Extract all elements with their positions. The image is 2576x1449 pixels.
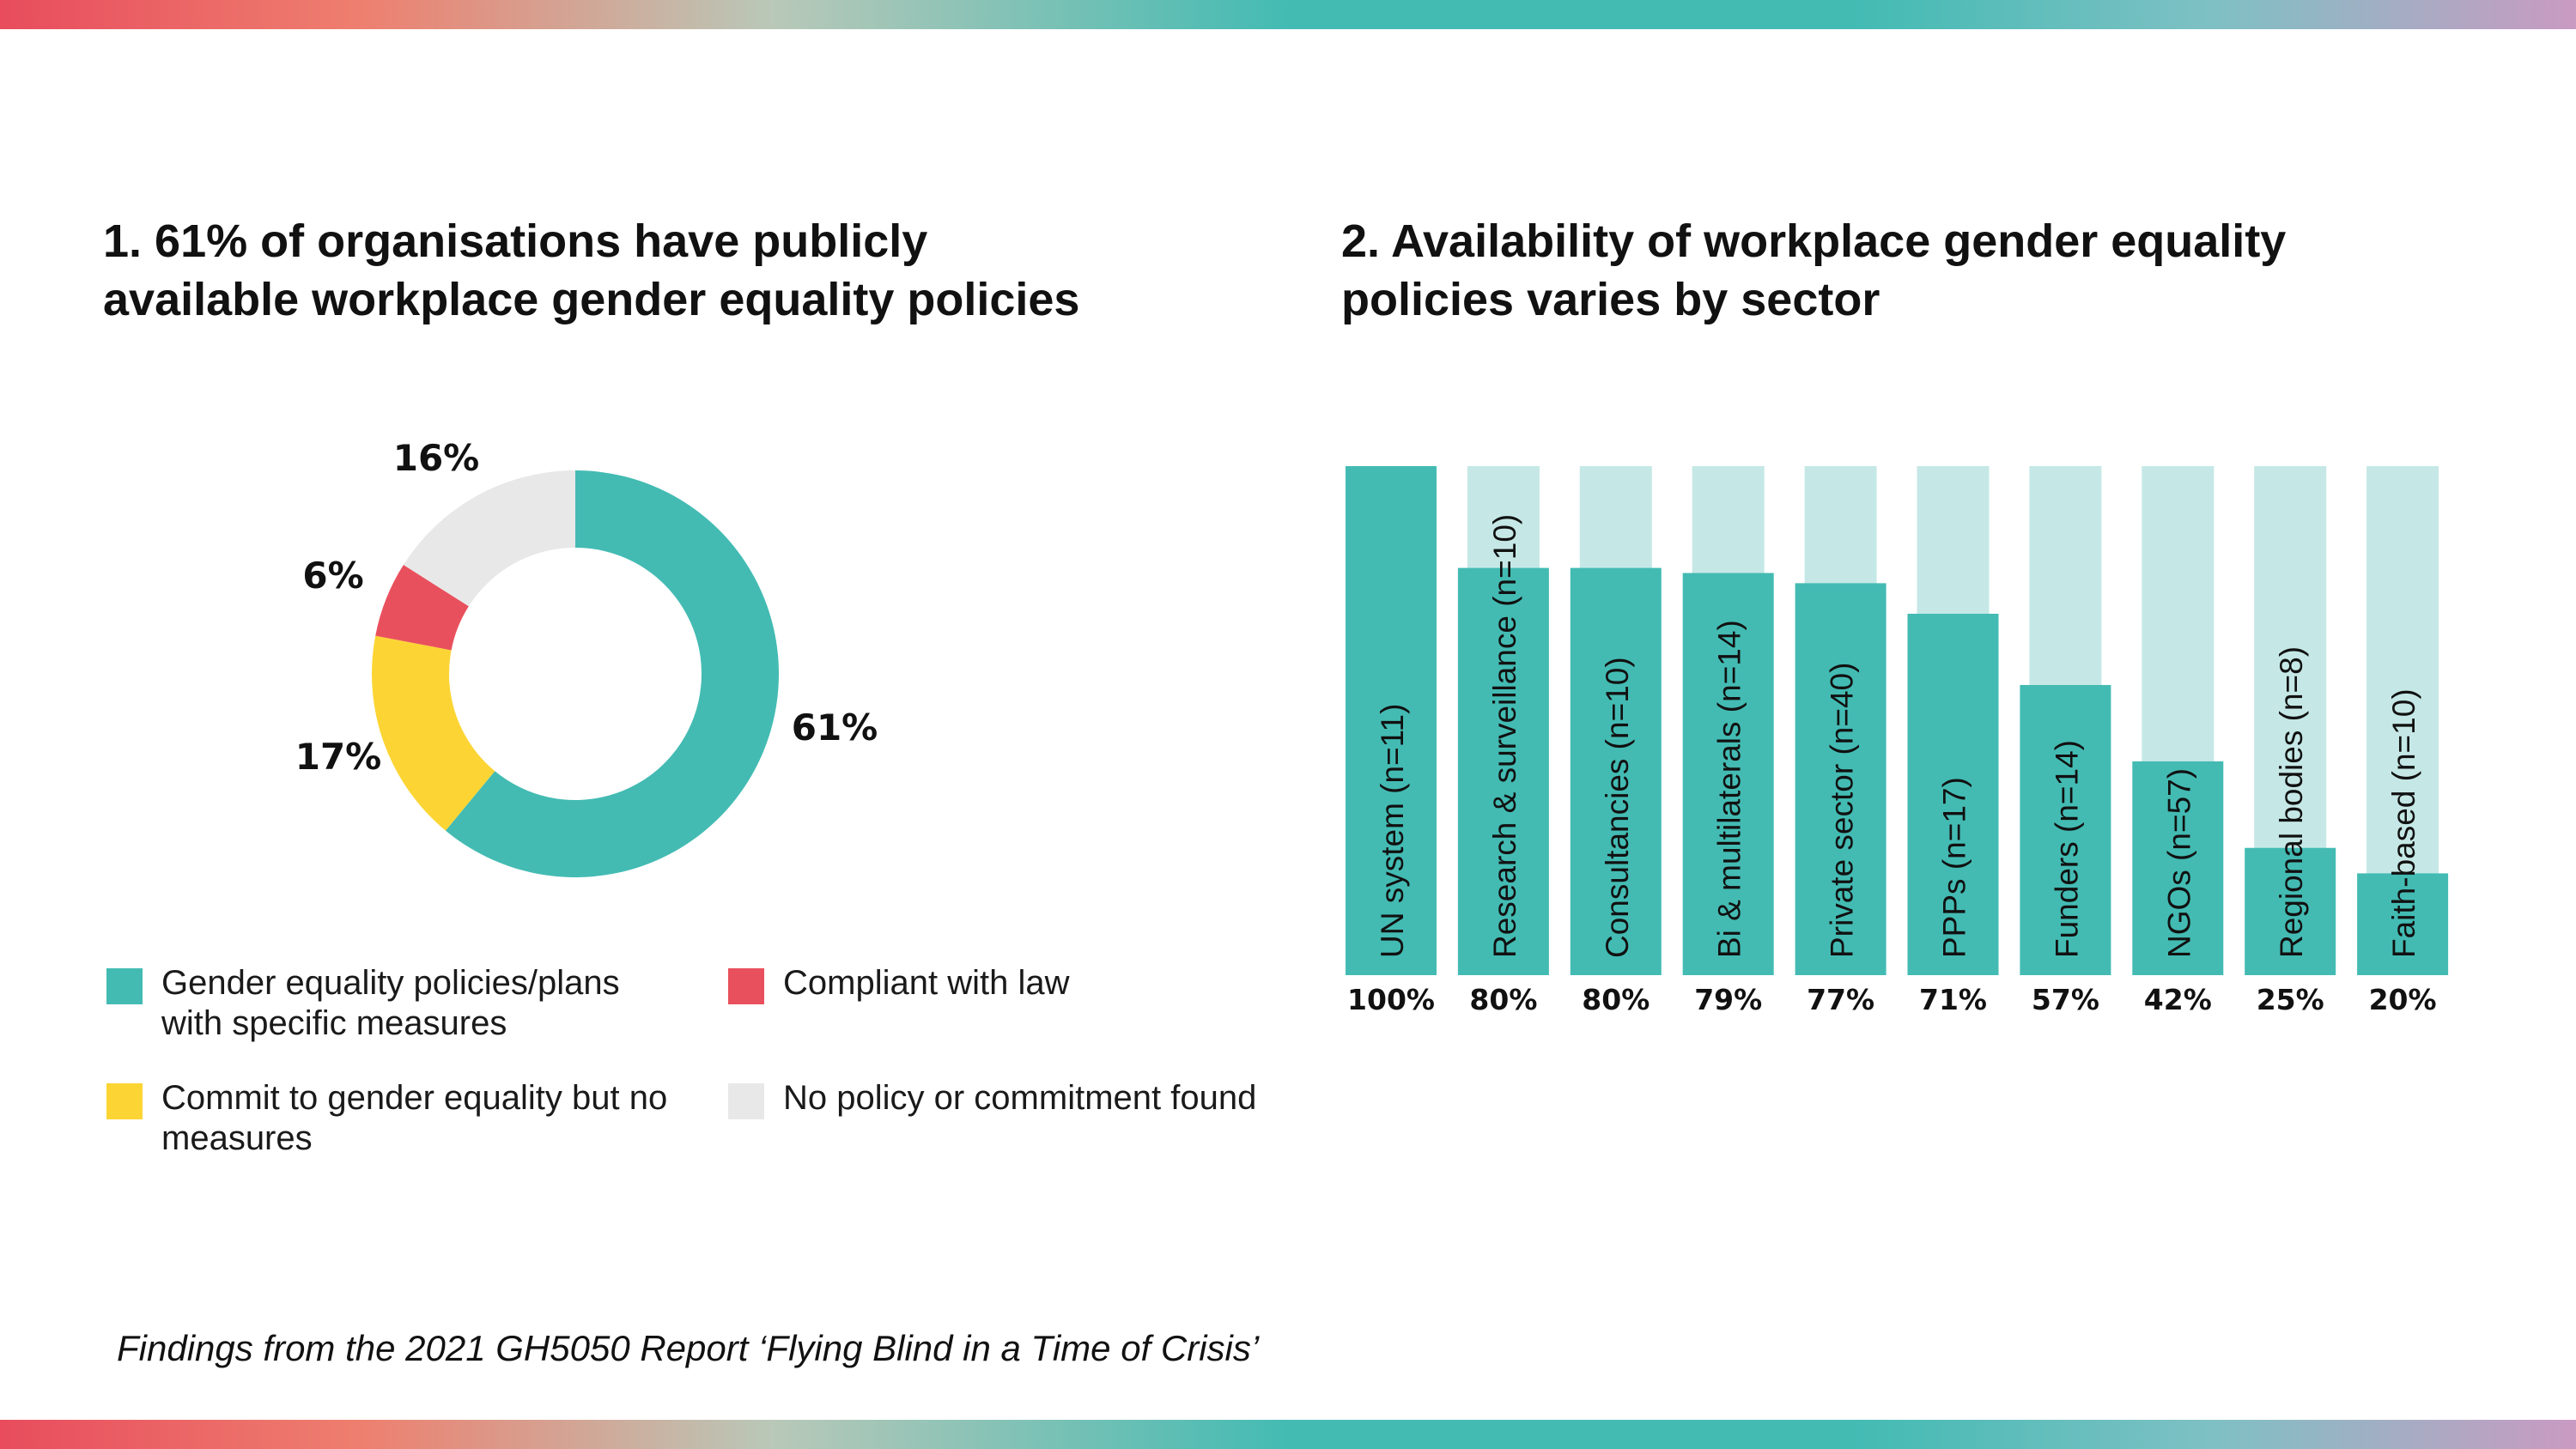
donut-slice <box>403 470 575 607</box>
donut-chart-title: 1. 61% of organisations have publicly av… <box>103 212 1219 329</box>
bar-value-label: 71% <box>1919 983 1987 1016</box>
bar <box>2132 761 2224 975</box>
bar-title-line-2: policies varies by sector <box>1341 274 1880 325</box>
legend-label-line-1: Compliant with law <box>783 964 1070 1002</box>
legend-label: Compliant with law <box>783 963 1069 1003</box>
bar <box>1346 466 1437 975</box>
bar-value-label: 80% <box>1582 983 1649 1016</box>
bar <box>1682 573 1774 975</box>
bar-chart-title: 2. Availability of workplace gender equa… <box>1341 212 2458 329</box>
bar-value-label: 25% <box>2257 983 2324 1016</box>
legend-label-line-1: Gender equality policies/plans <box>161 964 620 1002</box>
legend-swatch-yellow <box>106 1083 143 1119</box>
donut-title-line-2: available workplace gender equality poli… <box>103 274 1080 325</box>
bar-category-label: Research & surveillance (n=10) <box>1487 514 1522 958</box>
bar <box>2020 684 2111 975</box>
legend-item-compliant-with-law: Compliant with law <box>728 963 1243 1004</box>
bar-category-label: NGOs (n=57) <box>2161 768 2196 958</box>
donut-slice <box>445 470 779 877</box>
legend-label: Gender equality policies/plans with spec… <box>161 963 620 1044</box>
bar-title-line-1: 2. Availability of workplace gender equa… <box>1341 215 2287 267</box>
bar <box>2357 873 2449 975</box>
bar <box>1907 613 1999 975</box>
bar-value-label: 100% <box>1347 983 1435 1016</box>
legend-swatch-grey <box>728 1083 764 1119</box>
bar-category-label: Private sector (n=40) <box>1825 663 1860 958</box>
donut-slice <box>375 565 469 651</box>
bar-value-label: 77% <box>1807 983 1874 1016</box>
legend-label-line-2: measures <box>161 1119 313 1157</box>
bar-value-label: 42% <box>2144 983 2212 1016</box>
bar-category-label: UN system (n=11) <box>1375 704 1410 958</box>
bar-category-label: Bi & multilaterals (n=14) <box>1712 620 1747 958</box>
donut-slice-value-label: 61% <box>792 706 878 749</box>
bar-value-label: 20% <box>2369 983 2437 1016</box>
donut-slice-value-label: 16% <box>393 437 480 479</box>
top-gradient-stripe <box>0 0 2576 29</box>
bar-category-label: Funders (n=14) <box>2049 740 2084 958</box>
donut-title-line-1: 1. 61% of organisations have publicly <box>103 215 928 267</box>
legend-swatch-red <box>728 968 764 1004</box>
bar-value-label: 79% <box>1694 983 1762 1016</box>
bar-category-label: Faith-based (n=10) <box>2386 688 2421 958</box>
source-footnote: Findings from the 2021 GH5050 Report ‘Fl… <box>117 1328 1260 1368</box>
bar-category-label: PPPs (n=17) <box>1937 777 1972 958</box>
donut-slice-value-label: 17% <box>295 736 382 778</box>
legend-label: Commit to gender equality but no measure… <box>161 1078 667 1159</box>
bar <box>2245 847 2336 975</box>
legend-label: No policy or commitment found <box>783 1078 1256 1119</box>
bar-value-label: 57% <box>2032 983 2099 1016</box>
bar-value-label: 80% <box>1469 983 1537 1016</box>
legend-label-line-1: No policy or commitment found <box>783 1079 1257 1117</box>
bar <box>1457 567 1549 975</box>
legend-label-line-2: with specific measures <box>161 1004 507 1042</box>
legend-item-specific-measures: Gender equality policies/plans with spec… <box>106 963 708 1044</box>
donut-slice-value-label: 6% <box>302 555 363 597</box>
legend-swatch-teal <box>106 968 143 1004</box>
bar-category-label: Regional bodies (n=8) <box>2274 646 2309 958</box>
legend-item-no-policy: No policy or commitment found <box>728 1078 1329 1119</box>
bar <box>1570 567 1662 975</box>
bar-category-label: Consultancies (n=10) <box>1600 657 1635 958</box>
donut-slice <box>371 635 495 831</box>
legend-item-commit-no-measures: Commit to gender equality but no measure… <box>106 1078 708 1159</box>
bar <box>1795 583 1886 975</box>
legend-label-line-1: Commit to gender equality but no <box>161 1079 668 1117</box>
bottom-gradient-stripe <box>0 1420 2576 1449</box>
